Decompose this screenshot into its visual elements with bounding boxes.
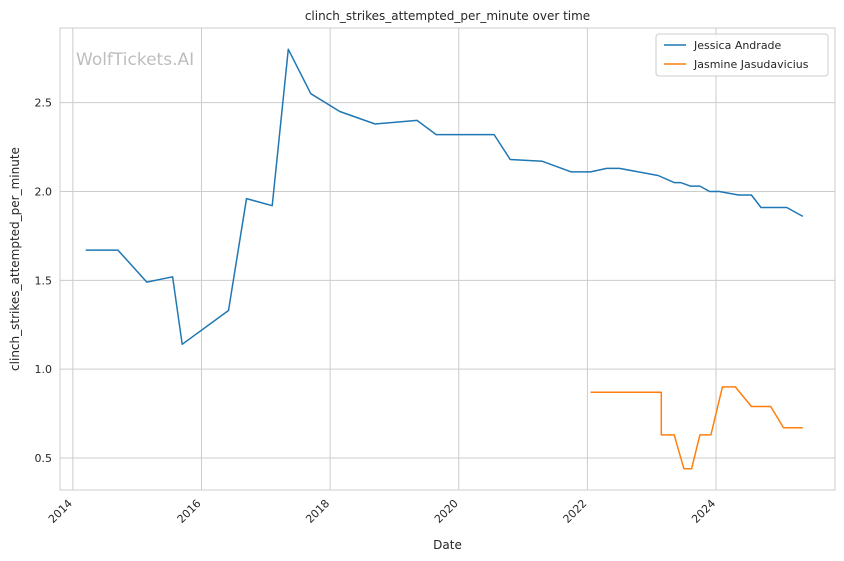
plot-frame bbox=[59, 27, 836, 491]
series-line bbox=[85, 48, 804, 346]
y-tick-label: 0.5 bbox=[35, 452, 53, 465]
legend-label: Jasmine Jasudavicius bbox=[693, 58, 809, 71]
legend-box bbox=[655, 33, 829, 77]
y-tick-label: 1.5 bbox=[35, 274, 53, 287]
legend: Jessica Andrade Jasmine Jasudavicius bbox=[655, 33, 829, 77]
plot-area bbox=[60, 28, 835, 490]
x-tick-label: 2018 bbox=[303, 497, 332, 526]
y-axis-label: clinch_strikes_attempted_per_minute bbox=[8, 147, 22, 371]
x-tick-label: 2016 bbox=[175, 497, 204, 526]
series-line bbox=[590, 386, 803, 470]
x-tick-label: 2014 bbox=[46, 497, 75, 526]
x-tick-label: 2020 bbox=[432, 497, 461, 526]
y-tick-label: 2.0 bbox=[35, 185, 53, 198]
x-tick-label: 2024 bbox=[689, 497, 718, 526]
x-tick-label: 2022 bbox=[561, 497, 590, 526]
x-axis-ticks: 2014 2016 2018 2020 2022 2024 bbox=[46, 497, 718, 526]
series-layer bbox=[85, 48, 804, 470]
legend-label: Jessica Andrade bbox=[693, 39, 782, 52]
y-tick-label: 1.0 bbox=[35, 363, 53, 376]
y-tick-label: 2.5 bbox=[35, 97, 53, 110]
y-axis-ticks: 0.5 1.0 1.5 2.0 2.5 bbox=[35, 97, 53, 465]
x-axis-label: Date bbox=[433, 538, 462, 552]
watermark-text: WolfTickets.AI bbox=[76, 50, 194, 70]
chart-title: clinch_strikes_attempted_per_minute over… bbox=[305, 9, 590, 23]
